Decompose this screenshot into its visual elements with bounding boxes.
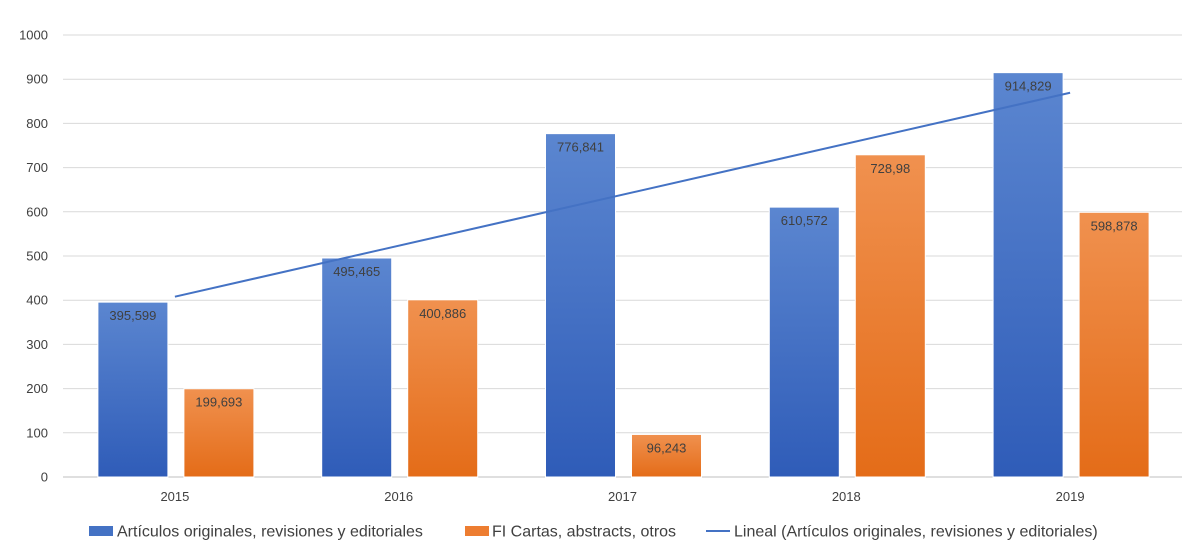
y-tick-label: 600 xyxy=(26,204,48,219)
x-tick-label: 2018 xyxy=(832,489,861,504)
legend-label-articulos: Artículos originales, revisiones y edito… xyxy=(117,524,423,541)
bars xyxy=(97,72,1150,478)
data-label: 400,886 xyxy=(419,306,466,321)
data-label: 96,243 xyxy=(647,440,687,455)
y-tick-label: 400 xyxy=(26,293,48,308)
trendline-linear xyxy=(174,91,1071,298)
bar-articulos-2018 xyxy=(768,206,840,478)
legend-label-trendline: Lineal (Artículos originales, revisiones… xyxy=(734,524,1098,541)
legend-label-cartas: FI Cartas, abstracts, otros xyxy=(492,524,676,541)
legend-swatch-cartas xyxy=(465,526,489,536)
data-label: 610,572 xyxy=(781,213,828,228)
data-label: 199,693 xyxy=(195,395,242,410)
y-tick-label: 900 xyxy=(26,72,48,87)
bar-articulos-2017 xyxy=(545,133,616,478)
bar-cartas-2017 xyxy=(631,433,702,478)
bar-articulos-2015 xyxy=(97,301,169,478)
y-tick-label: 0 xyxy=(41,470,48,485)
x-tick-label: 2016 xyxy=(384,489,413,504)
y-tick-label: 100 xyxy=(26,425,48,440)
bar-articulos-2019 xyxy=(992,72,1064,478)
data-label: 598,878 xyxy=(1091,218,1138,233)
y-tick-label: 300 xyxy=(26,337,48,352)
data-label: 728,98 xyxy=(870,161,910,176)
data-label: 776,841 xyxy=(557,140,604,155)
y-tick-label: 700 xyxy=(26,160,48,175)
bar-cartas-2019 xyxy=(1078,211,1150,478)
trendline xyxy=(174,91,1071,298)
y-tick-label: 1000 xyxy=(19,28,48,43)
y-tick-label: 500 xyxy=(26,249,48,264)
data-label: 914,829 xyxy=(1005,79,1052,94)
data-label: 495,465 xyxy=(333,264,380,279)
y-axis: 0 100 200 300 400 500 600 700 800 900 1000 xyxy=(19,28,48,485)
y-tick-label: 200 xyxy=(26,381,48,396)
x-axis: 2015 2016 2017 2018 2019 xyxy=(160,489,1084,504)
bar-cartas-2018 xyxy=(854,154,926,478)
legend: Artículos originales, revisiones y edito… xyxy=(89,524,1098,541)
x-tick-label: 2017 xyxy=(608,489,637,504)
x-tick-label: 2015 xyxy=(160,489,189,504)
bar-articulos-2016 xyxy=(321,257,393,478)
legend-swatch-articulos xyxy=(89,526,113,536)
bar-cartas-2015 xyxy=(183,388,255,478)
y-tick-label: 800 xyxy=(26,116,48,131)
bar-cartas-2016 xyxy=(407,299,479,478)
data-label: 395,599 xyxy=(109,308,156,323)
x-tick-label: 2019 xyxy=(1056,489,1085,504)
data-labels: 395,599 495,465 776,841 610,572 914,829 199,6… xyxy=(109,79,1137,456)
